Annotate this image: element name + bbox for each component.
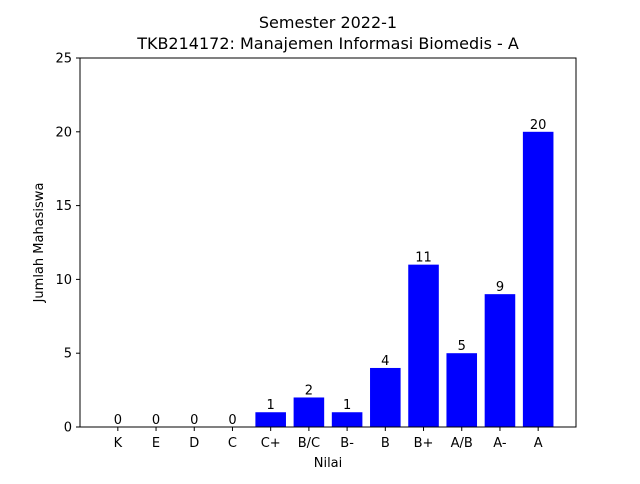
x-tick-label-B: B: [381, 436, 390, 451]
bar-B+: [408, 264, 439, 427]
x-tick-label-B-: B-: [340, 436, 354, 451]
x-tick-label-D: D: [189, 436, 199, 451]
data-label-B: 4: [381, 354, 389, 369]
x-axis-ticks: K E D C C+ B/C B- B B+ A/B A- A: [114, 427, 543, 451]
bar-B-: [331, 412, 363, 427]
data-label-C+: 1: [267, 398, 275, 413]
bar-A-: [484, 294, 516, 427]
bar-A: [522, 131, 554, 428]
y-tick-label-15: 15: [55, 199, 72, 214]
bar-B/C: [293, 397, 325, 427]
x-axis-label: Nilai: [314, 456, 343, 471]
data-label-B-: 1: [343, 398, 351, 413]
y-tick-label-5: 5: [64, 347, 72, 362]
data-label-A: 20: [530, 118, 547, 133]
x-tick-label-A: A: [534, 436, 543, 451]
y-tick-label-10: 10: [55, 273, 72, 288]
data-label-B/C: 2: [305, 383, 313, 398]
x-tick-label-A/B: A/B: [451, 436, 473, 451]
bar-A/B: [446, 353, 478, 427]
data-label-A-: 9: [496, 280, 504, 295]
plot-frame: [79, 57, 577, 428]
data-label-K: 0: [114, 413, 122, 428]
x-tick-label-C+: C+: [261, 436, 281, 451]
y-tick-label-0: 0: [64, 421, 72, 436]
chart-subtitle: TKB214172: Manajemen Informasi Biomedis …: [136, 34, 519, 53]
x-tick-label-B/C: B/C: [298, 436, 320, 451]
bars-layer: [255, 131, 554, 428]
y-tick-label-25: 25: [55, 52, 72, 67]
bar-B: [370, 367, 401, 427]
x-tick-label-K: K: [114, 436, 123, 451]
data-label-C: 0: [228, 413, 236, 428]
x-tick-label-E: E: [152, 436, 160, 451]
chart-title: Semester 2022-1: [259, 13, 397, 32]
x-tick-label-C: C: [228, 436, 237, 451]
data-label-A/B: 5: [458, 339, 466, 354]
y-tick-label-20: 20: [55, 125, 72, 140]
x-tick-label-B+: B+: [414, 436, 434, 451]
x-tick-label-A-: A-: [493, 436, 507, 451]
data-label-D: 0: [190, 413, 198, 428]
data-label-E: 0: [152, 413, 160, 428]
data-label-B+: 11: [415, 251, 432, 266]
y-axis-ticks: 0 5 10 15 20 25: [55, 52, 80, 436]
y-axis-label: Jumlah Mahasiswa: [32, 183, 47, 304]
bar-C+: [255, 412, 286, 427]
data-labels-layer: 0 0 0 0 1 2 1 4 11 5 9 20: [114, 118, 547, 428]
